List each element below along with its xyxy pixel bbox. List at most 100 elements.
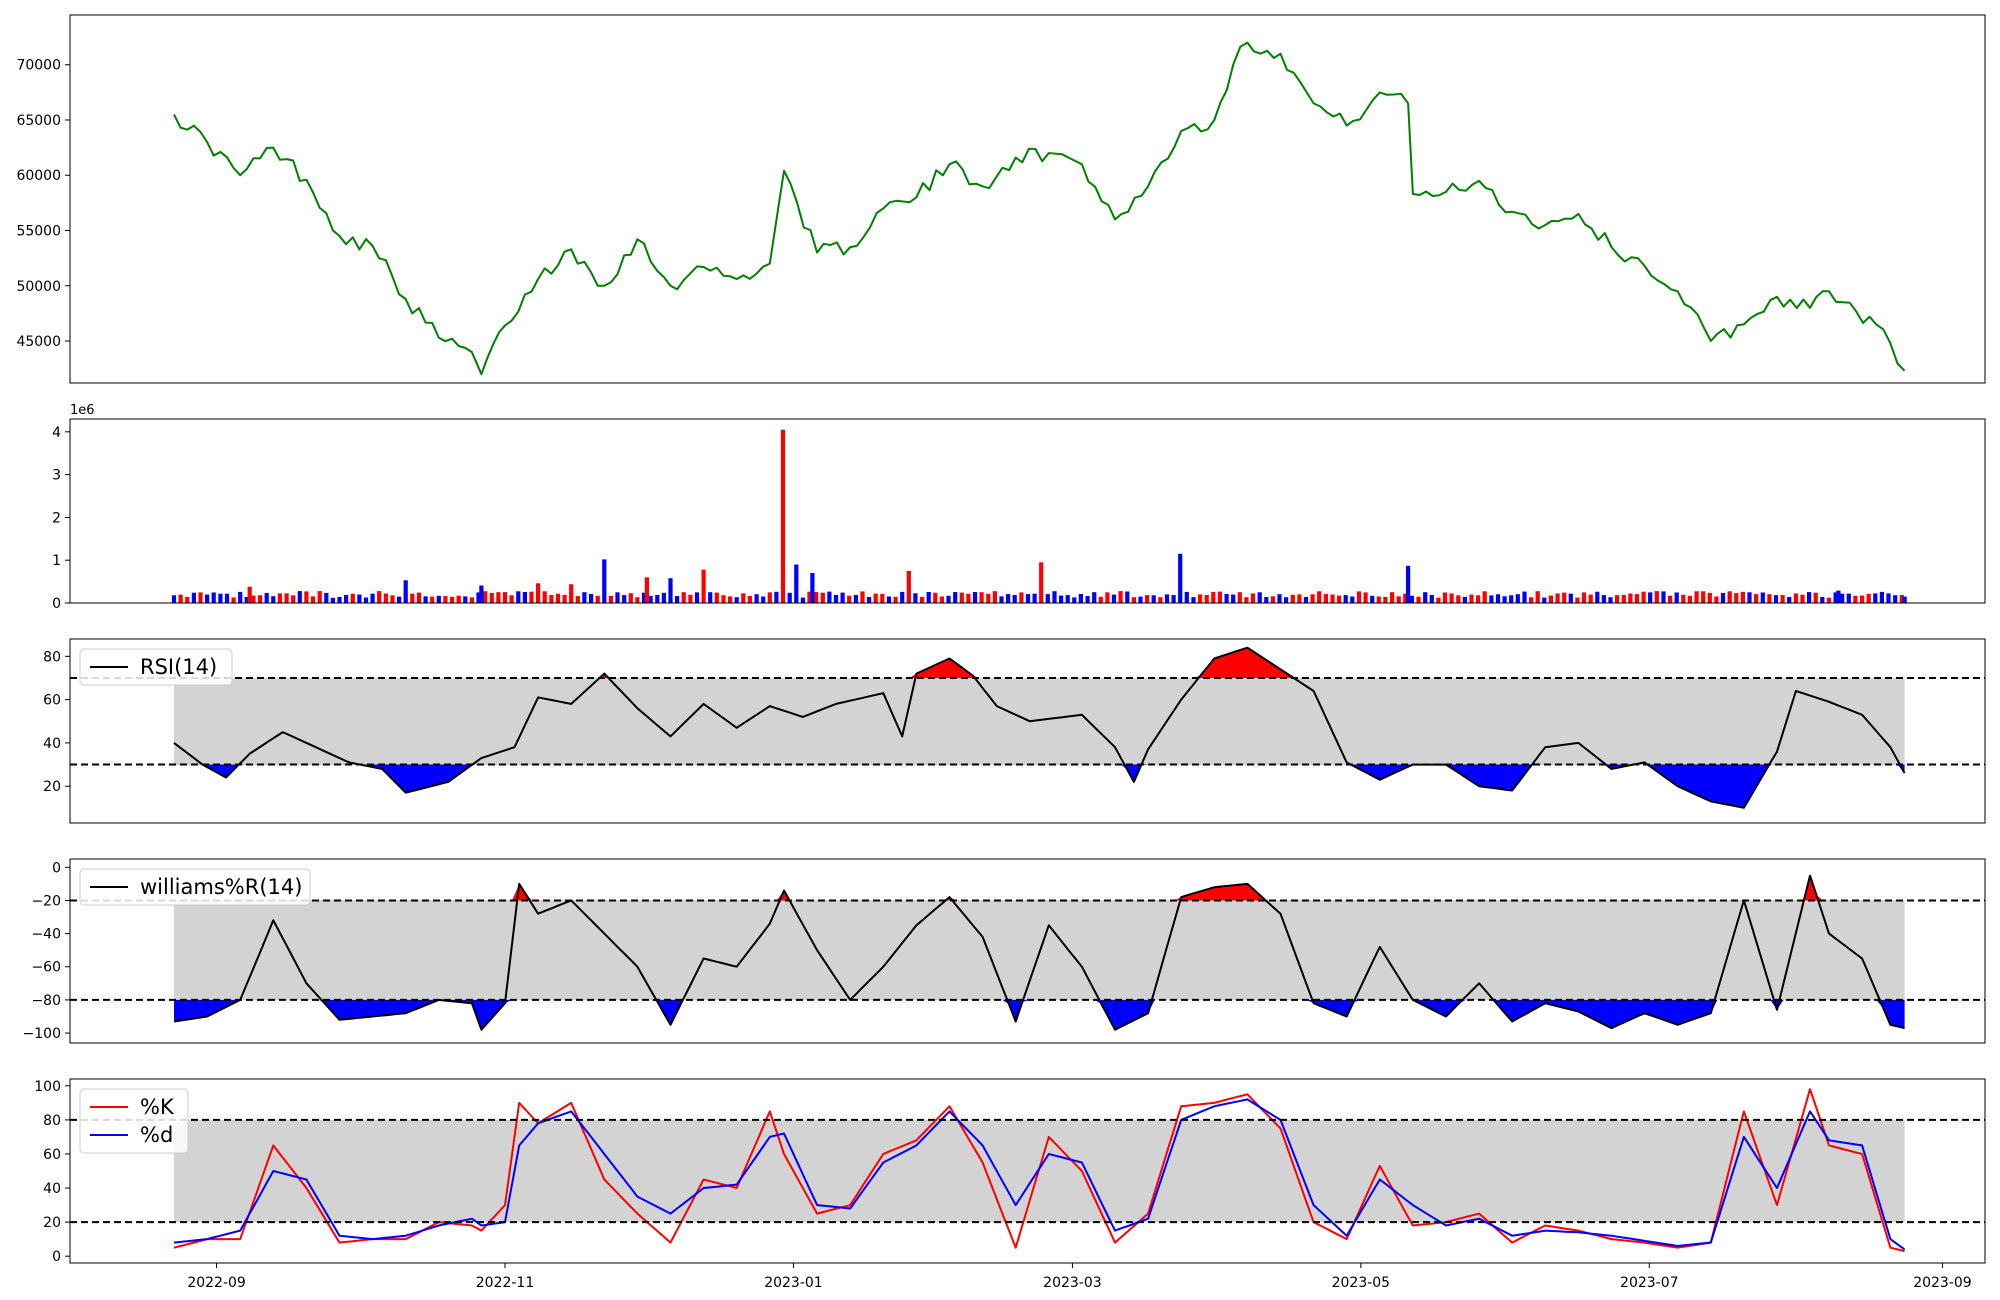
volume-ytick-label: 0 — [52, 596, 61, 612]
volume-bar — [1052, 591, 1057, 603]
volume-bar — [840, 592, 845, 603]
volume-bar — [1720, 593, 1726, 603]
volume-bar — [463, 596, 468, 603]
stochastic-legend-box — [79, 1088, 189, 1154]
price-ytick-label: 50000 — [16, 279, 61, 295]
williams-plot-area — [173, 874, 1905, 1031]
volume-bar — [1158, 597, 1163, 603]
volume-bar — [410, 593, 415, 603]
volume-bar — [264, 592, 269, 603]
volume-bar — [1370, 595, 1375, 603]
volume-bar — [1363, 592, 1368, 603]
volume-bar — [1224, 594, 1229, 603]
volume-bar — [297, 591, 302, 603]
stochastic-xtick-label: 2023-07 — [1620, 1275, 1679, 1291]
volume-bar — [1065, 595, 1070, 603]
volume-bar — [1423, 592, 1428, 603]
volume-bar — [185, 596, 190, 603]
volume-bar — [324, 592, 329, 603]
rsi-series-line-0 — [173, 646, 1906, 809]
volume-bar — [191, 592, 196, 603]
stochastic-xtick-label: 2023-05 — [1332, 1275, 1391, 1291]
volume-bar — [1902, 596, 1907, 603]
volume-bar — [330, 597, 335, 603]
volume-bar — [1092, 592, 1097, 603]
price-ytick-label: 55000 — [16, 223, 61, 239]
volume-bar — [1727, 591, 1732, 603]
volume-bar — [1595, 591, 1600, 603]
volume-bar — [1436, 597, 1441, 603]
volume-bar — [1568, 593, 1573, 603]
volume-bar — [833, 594, 839, 603]
volume-bar — [1105, 592, 1110, 603]
volume-bar — [469, 597, 474, 603]
volume-bar — [820, 592, 825, 603]
stochastic-xtick-label: 2023-01 — [764, 1275, 823, 1291]
volume-bar — [959, 592, 964, 603]
volume-bar — [1337, 595, 1342, 603]
volume-bar — [178, 594, 183, 603]
volume-bar — [1820, 597, 1825, 603]
volume-bar — [681, 592, 686, 603]
volume-bar — [1025, 594, 1031, 603]
volume-bar — [231, 597, 236, 603]
volume-bar — [416, 592, 422, 603]
williams-ytick-label: −60 — [31, 960, 61, 976]
williams-ytick-label: −20 — [31, 893, 61, 909]
volume-bar — [893, 596, 898, 603]
volume-bar — [1111, 594, 1117, 603]
volume-bar — [1826, 597, 1832, 603]
volume-bar — [1396, 596, 1401, 603]
volume-bar — [926, 592, 931, 603]
volume-bar — [397, 596, 402, 603]
stochastic-axes-frame — [69, 1078, 1986, 1264]
stochastic-xtick-label: 2022-09 — [187, 1275, 246, 1291]
volume-bar — [953, 592, 958, 603]
volume-bar — [1813, 592, 1818, 603]
volume-bar — [284, 593, 289, 603]
volume-bar — [1515, 594, 1520, 603]
volume-bar — [900, 591, 905, 603]
volume-bar — [1807, 592, 1812, 603]
volume-bar — [1204, 595, 1209, 603]
volume-bar — [251, 595, 256, 603]
volume-bar — [310, 596, 316, 603]
volume-bar — [350, 593, 355, 603]
volume-bar — [562, 594, 567, 603]
volume-bar — [1495, 594, 1501, 603]
volume-bar — [1860, 595, 1865, 603]
volume-bar — [1406, 565, 1411, 603]
volume-bar — [1634, 594, 1640, 603]
volume-bar — [171, 595, 177, 603]
volume-bar — [1886, 593, 1891, 603]
volume-bar — [1615, 595, 1620, 603]
volume-bar — [1356, 591, 1362, 603]
price-series-line-0 — [173, 41, 1906, 376]
volume-bar — [1442, 592, 1448, 603]
volume-bar — [224, 593, 230, 603]
volume-bar — [635, 597, 640, 603]
volume-bar — [1879, 591, 1884, 603]
volume-bar — [847, 595, 852, 603]
volume-bar — [1045, 594, 1050, 603]
volume-bar — [1416, 596, 1421, 603]
rsi-ytick-label: 20 — [43, 779, 61, 795]
volume-bar — [1270, 596, 1275, 603]
volume-bar — [502, 592, 508, 603]
volume-bar — [761, 596, 766, 603]
volume-bar — [337, 596, 342, 603]
volume-bar — [1548, 595, 1553, 603]
stochastic-xtick-label: 2023-09 — [1913, 1275, 1972, 1291]
volume-bar — [1482, 591, 1487, 603]
volume-bar — [1191, 597, 1196, 603]
volume-bar — [443, 596, 448, 603]
price-axes-frame — [69, 14, 1986, 384]
williams-legend: williams%R(14) — [79, 868, 311, 906]
volume-bar — [675, 596, 680, 603]
volume-bar — [1780, 595, 1785, 603]
williams-legend-box — [79, 868, 311, 906]
rsi-panel: 20 40 60 80 RSI(14) — [43, 638, 1986, 824]
volume-bar — [1840, 593, 1845, 603]
volume-bar — [1846, 593, 1851, 603]
volume-bar — [1462, 596, 1467, 603]
